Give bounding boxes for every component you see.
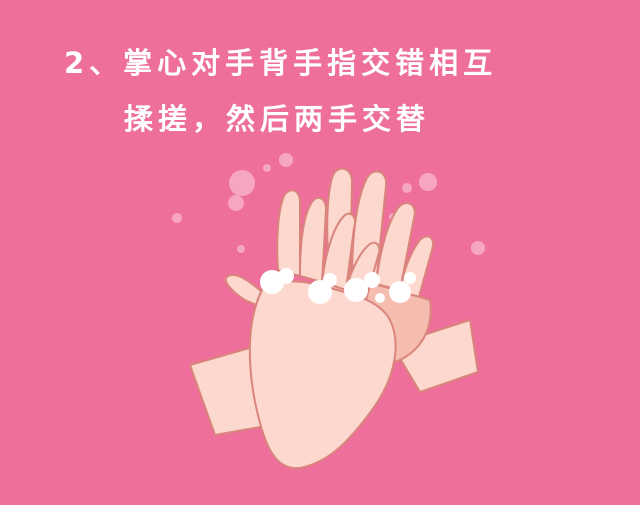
bubble: [471, 241, 485, 255]
foam-bubble: [308, 280, 332, 304]
bubble: [419, 173, 437, 191]
bubble: [228, 195, 244, 211]
foam-bubble: [404, 272, 416, 284]
front-hand: [189, 189, 397, 470]
bubble: [229, 170, 255, 196]
foam-bubble: [389, 281, 411, 303]
bubble: [263, 164, 271, 172]
instruction-caption: 2、掌心对手背手指交错相互 揉搓，然后两手交替: [0, 0, 640, 140]
instruction-line-2: 揉搓，然后两手交替: [124, 102, 431, 136]
bubble: [279, 153, 293, 167]
foam-bubble: [364, 272, 380, 288]
foam-bubble: [375, 293, 385, 303]
hands-washing-illustration: [172, 153, 485, 470]
bubbles: [172, 153, 485, 255]
bubble: [237, 245, 245, 253]
foam-bubble: [323, 273, 337, 287]
foam-bubble: [278, 268, 294, 284]
foam-bubble: [344, 278, 368, 302]
bubble: [172, 213, 182, 223]
bubble: [402, 183, 412, 193]
soap-foam: [260, 268, 416, 304]
instruction-line-1: 2、掌心对手背手指交错相互: [64, 46, 498, 80]
